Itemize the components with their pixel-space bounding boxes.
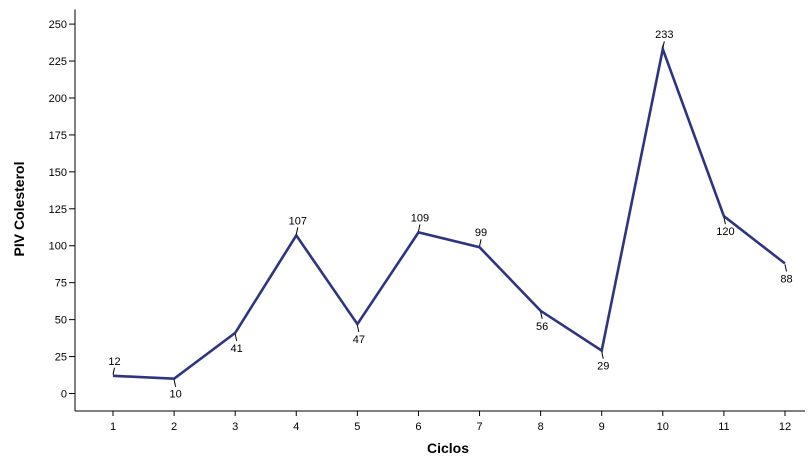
label-leader	[479, 239, 482, 247]
data-label: 233	[655, 29, 673, 41]
x-axis: 1 2 3 4 5 6 7 8 9 10 11 12	[75, 410, 805, 433]
label-leader	[112, 367, 115, 375]
series-layer	[112, 44, 786, 381]
label-leader	[601, 351, 604, 359]
data-label-group: 41	[231, 333, 243, 355]
y-axis: 0 25 50 75 100 125 150 175 200 225 250	[49, 9, 76, 411]
label-leader	[173, 379, 177, 387]
data-label-group: 99	[475, 227, 487, 247]
x-axis-title: Ciclos	[427, 440, 469, 456]
data-label-group: 120	[716, 217, 735, 238]
x-tick-label: 12	[779, 421, 791, 433]
x-tick-label: 1	[110, 421, 116, 433]
y-tick-label: 25	[55, 352, 67, 364]
x-tick-label: 4	[293, 421, 299, 433]
label-leader	[417, 224, 421, 232]
data-label-group: 109	[411, 212, 429, 232]
data-label: 99	[475, 227, 487, 239]
data-label: 56	[536, 321, 548, 333]
y-tick-label: 225	[49, 56, 67, 68]
data-label: 107	[289, 215, 307, 227]
data-labels: 12 10 41 107 47 109 99 56 29 233 120 88	[108, 29, 792, 401]
data-label: 47	[353, 334, 365, 346]
label-leader	[784, 264, 787, 272]
y-tick-label: 175	[49, 130, 67, 142]
x-tick-label: 9	[599, 421, 605, 433]
data-label-group: 12	[108, 356, 121, 375]
y-tick-label: 75	[55, 278, 67, 290]
series-line	[112, 44, 786, 381]
y-tick-label: 50	[55, 315, 67, 327]
data-label-group: 10	[169, 379, 182, 401]
label-leader	[540, 311, 543, 319]
y-tick-label: 200	[49, 93, 67, 105]
x-tick-label: 2	[171, 421, 177, 433]
x-tick-label: 3	[232, 421, 238, 433]
x-tick-label: 6	[415, 421, 421, 433]
label-leader	[295, 227, 299, 235]
data-label-group: 47	[353, 324, 365, 346]
data-label-group: 107	[289, 215, 307, 235]
x-tick-label: 5	[354, 421, 360, 433]
label-leader	[723, 217, 726, 225]
label-leader	[234, 333, 238, 342]
data-label-group: 56	[536, 311, 548, 333]
data-label: 10	[169, 389, 181, 401]
x-tick-label: 10	[657, 421, 669, 433]
y-tick-label: 250	[49, 19, 67, 31]
x-tick-label: 7	[476, 421, 482, 433]
data-label: 109	[411, 212, 429, 224]
data-label-group: 88	[780, 264, 793, 285]
x-tick-label: 11	[718, 421, 729, 433]
data-label: 88	[780, 273, 792, 285]
data-label: 12	[108, 356, 120, 368]
label-leader	[356, 324, 360, 333]
data-label-group: 233	[655, 29, 673, 49]
data-label: 41	[231, 343, 243, 355]
data-label: 120	[716, 226, 734, 238]
y-tick-label: 0	[61, 389, 67, 401]
y-tick-label: 125	[49, 204, 67, 216]
data-label-group: 29	[597, 351, 609, 373]
y-tick-label: 150	[49, 167, 67, 179]
label-leader	[662, 41, 665, 49]
y-axis-title: PIV Colesterol	[11, 162, 27, 257]
x-tick-label: 8	[538, 421, 544, 433]
y-tick-label: 100	[49, 241, 67, 253]
data-label: 29	[597, 361, 609, 373]
